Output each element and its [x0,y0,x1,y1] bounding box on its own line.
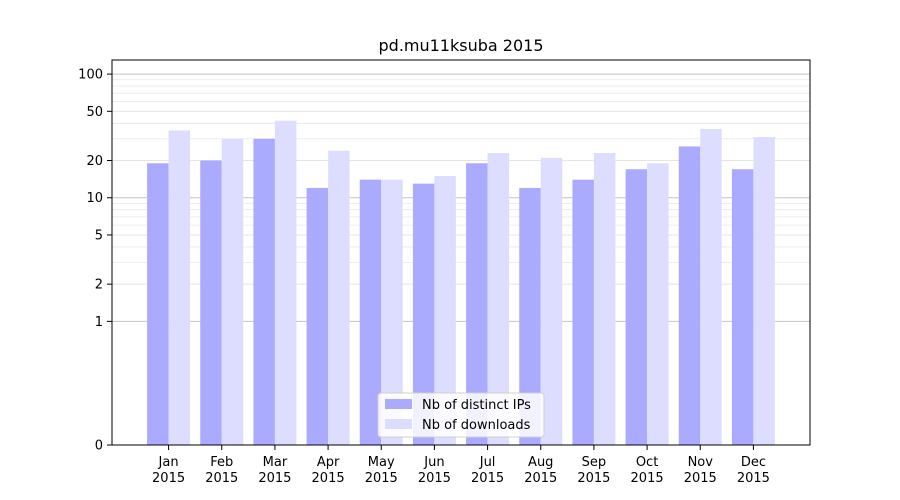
bar-distinct-ips-apr [306,187,329,445]
x-tick-label-year: 2015 [471,471,504,486]
bar-downloads-mar [274,120,297,446]
x-tick-label-month: Aug [528,455,553,470]
y-tick-label: 0 [95,439,103,454]
bar-distinct-ips-aug [519,187,541,445]
x-tick-label-month: Feb [210,455,233,470]
plot-frame [111,59,811,446]
bar-distinct-ips-oct [625,169,648,445]
x-tick-label-month: Sep [582,455,607,470]
bar-downloads-jan [168,130,191,445]
x-axis: Jan2015Feb2015Mar2015Apr2015May2015Jun20… [152,445,770,486]
x-tick-label-month: Dec [741,455,766,470]
x-tick-label-year: 2015 [258,471,291,486]
legend-swatch [385,419,412,429]
x-tick-label-year: 2015 [631,471,664,486]
y-tick-label: 1 [95,315,103,330]
legend-swatch [385,399,412,409]
y-tick-label: 10 [86,191,103,206]
bar-downloads-aug [540,157,563,446]
bar-downloads-may [381,179,403,446]
x-tick-label-year: 2015 [577,471,610,486]
bar-distinct-ips-nov [678,146,701,445]
legend: Nb of distinct IPs Nb of downloads [377,392,545,438]
bar-downloads-feb [221,138,244,446]
chart-title: pd.mu11ksuba 2015 [379,36,544,55]
legend-label: Nb of distinct IPs [422,398,531,413]
x-tick-label-month: May [368,455,395,470]
x-tick-label-month: Nov [688,455,714,470]
y-tick-label: 50 [86,105,103,120]
legend-label: Nb of downloads [422,418,531,433]
x-tick-label-month: Oct [636,455,658,470]
bar-downloads-jul [487,153,510,445]
x-tick-label-year: 2015 [684,471,717,486]
bar-downloads-nov [700,128,722,445]
bar-distinct-ips-feb [200,160,222,445]
y-tick-label: 100 [78,68,103,83]
x-tick-label-year: 2015 [418,471,451,486]
x-tick-label-year: 2015 [524,471,557,486]
bar-distinct-ips-may [359,179,382,446]
bar-distinct-ips-jun [412,183,435,445]
bar-distinct-ips-jan [147,163,169,445]
x-tick-label-year: 2015 [152,471,185,486]
x-tick-label-year: 2015 [365,471,398,486]
bar-downloads-apr [328,150,350,445]
x-tick-label-month: Mar [263,455,288,470]
y-tick-label: 5 [95,228,103,243]
y-tick-label: 2 [95,278,103,293]
x-tick-label-month: Jul [479,455,496,470]
bar-distinct-ips-dec [731,169,754,445]
bar-distinct-ips-mar [253,138,275,446]
bar-downloads-dec [753,136,775,445]
x-tick-label-month: Jan [158,455,179,470]
x-tick-label-year: 2015 [737,471,770,486]
bars [147,120,775,446]
bar-distinct-ips-jul [466,163,488,445]
bar-downloads-sep [593,153,616,445]
bar-distinct-ips-sep [572,179,594,446]
bar-downloads-jun [434,175,456,445]
x-tick-label-year: 2015 [205,471,238,486]
bar-downloads-oct [647,163,669,445]
y-tick-label: 20 [86,154,103,169]
x-tick-label-year: 2015 [312,471,345,486]
x-tick-label-month: Apr [317,455,340,470]
y-axis: 0 1 2 5 10 20 50 100 [78,68,112,454]
x-tick-label-month: Jun [423,455,444,470]
legend-box [377,392,545,438]
